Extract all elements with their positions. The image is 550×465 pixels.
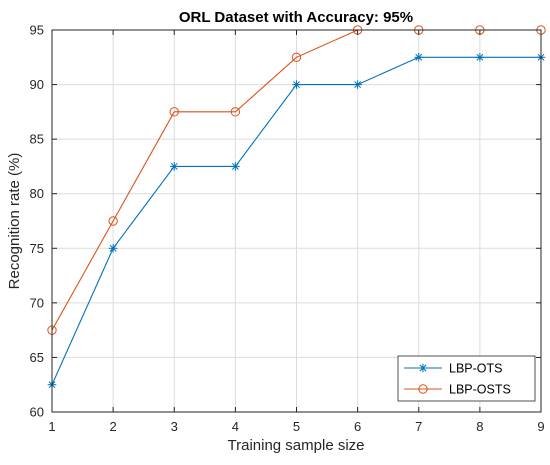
axis-ticks: 1 2 3 4 5 6 7 8 9 60 65 70 75 80 85 90 95: [30, 23, 545, 435]
y-tick-label: 95: [30, 23, 44, 38]
y-tick-label: 75: [30, 241, 44, 256]
x-tick-label: 5: [293, 419, 300, 434]
y-tick-label: 90: [30, 77, 44, 92]
asterisk-stroke: [293, 81, 300, 89]
y-tick-label: 85: [30, 132, 44, 147]
legend-label-lbp-ots: LBP-OTS: [449, 362, 503, 376]
x-tick-label: 6: [354, 419, 361, 434]
y-tick-label: 70: [30, 295, 44, 310]
x-tick-label: 3: [171, 419, 178, 434]
y-axis-title: Recognition rate (%): [6, 153, 23, 290]
y-tick-label: 65: [30, 350, 44, 365]
asterisk-stroke: [109, 244, 117, 252]
x-tick-label: 9: [537, 419, 544, 434]
asterisk-stroke: [476, 53, 484, 61]
y-tick-label: 60: [30, 405, 44, 420]
asterisk-stroke: [419, 364, 427, 372]
legend-entries: LBP-OTS LBP-OSTS: [404, 362, 511, 397]
data-point-lbp-osts: [291, 52, 302, 62]
chart-title: ORL Dataset with Accuracy: 95%: [179, 9, 413, 26]
legend: LBP-OTS LBP-OSTS: [397, 355, 536, 402]
data-point-lbp-ots: [414, 52, 424, 62]
asterisk-stroke: [170, 162, 178, 170]
legend-label-lbp-osts: LBP-OSTS: [449, 383, 511, 397]
x-tick-label: 7: [415, 419, 422, 434]
data-point-lbp-osts: [230, 107, 241, 117]
x-tick-label: 8: [476, 419, 483, 434]
legend-marker-lbp-osts: [418, 384, 428, 394]
asterisk-stroke: [415, 53, 423, 61]
data-point-lbp-ots: [231, 162, 240, 171]
x-axis-title: Training sample size: [228, 437, 365, 454]
legend-box: [397, 355, 536, 402]
data-point-lbp-ots: [108, 243, 118, 253]
asterisk-stroke: [354, 81, 362, 89]
y-tick-label: 80: [30, 186, 44, 201]
data-point-lbp-osts: [169, 107, 179, 117]
x-tick-label: 4: [232, 419, 239, 434]
asterisk-stroke: [231, 162, 239, 170]
data-point-lbp-ots: [292, 80, 301, 89]
data-point-lbp-osts: [108, 216, 118, 226]
data-point-lbp-ots: [475, 52, 485, 62]
x-tick-label: 2: [110, 419, 117, 434]
data-point-lbp-ots: [353, 80, 362, 89]
x-tick-label: 1: [48, 419, 55, 434]
legend-marker-lbp-ots: [418, 363, 428, 373]
data-point-lbp-ots: [169, 162, 179, 171]
